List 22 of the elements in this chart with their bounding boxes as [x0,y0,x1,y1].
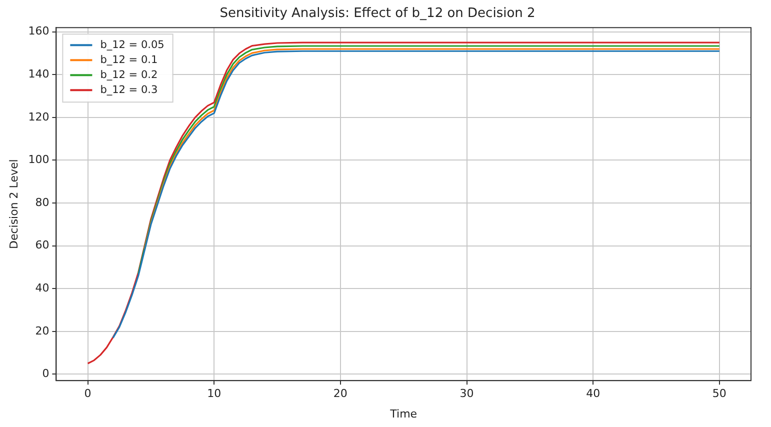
x-tick-label: 20 [333,387,348,400]
legend-label: b_12 = 0.2 [100,68,158,81]
y-tick-label: 120 [28,110,50,124]
y-tick-label: 60 [35,238,50,252]
x-tick-label: 0 [84,387,92,400]
x-tick-label: 40 [586,387,600,400]
y-axis-title: Decision 2 Level [7,159,20,250]
chart-title: Sensitivity Analysis: Effect of b_12 on Decision 2 [220,6,536,22]
y-tick-label: 20 [35,324,50,338]
legend-label: b_12 = 0.05 [100,38,164,51]
x-tick-label: 50 [712,387,726,400]
y-tick-label: 40 [35,281,50,294]
legend-label: b_12 = 0.1 [100,54,158,66]
x-tick-label: 10 [207,387,222,400]
y-tick-label: 80 [35,196,50,209]
legend-label: b_12 = 0.3 [100,84,158,96]
y-tick-label: 140 [28,68,50,81]
y-tick-label: 160 [28,24,50,38]
y-tick-label: 0 [42,367,50,380]
x-tick-label: 30 [460,387,474,400]
y-tick-label: 100 [28,153,50,166]
x-axis-title: Time [389,407,418,420]
